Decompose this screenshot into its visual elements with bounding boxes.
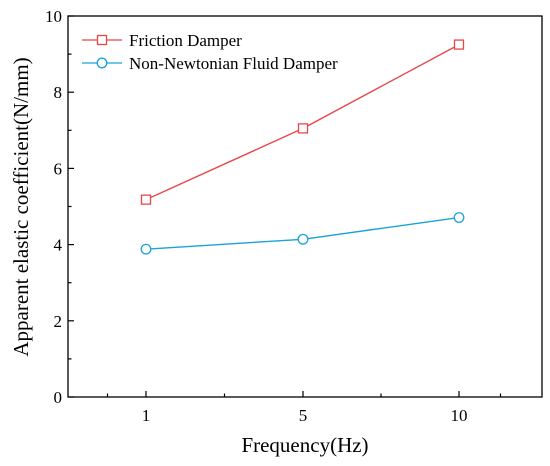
x-tick-label: 5 bbox=[299, 406, 308, 425]
legend-label-friction: Friction Damper bbox=[129, 31, 242, 50]
data-point-circle bbox=[140, 243, 152, 255]
legend-marker-friction bbox=[96, 34, 108, 46]
plot-frame bbox=[67, 15, 543, 398]
y-tick-label: 8 bbox=[54, 83, 63, 102]
y-axis-ticks: 0 2 4 6 8 10 bbox=[45, 7, 74, 407]
data-point-square bbox=[140, 194, 152, 205]
x-axis-title: Frequency(Hz) bbox=[241, 433, 368, 457]
y-tick-label: 10 bbox=[45, 7, 62, 26]
y-tick-label: 4 bbox=[54, 236, 63, 255]
legend-marker-fluid bbox=[96, 57, 108, 69]
x-tick-label: 10 bbox=[451, 406, 468, 425]
x-tick-label: 1 bbox=[142, 406, 151, 425]
legend: Friction Damper Non-Newtonian Fluid Damp… bbox=[82, 31, 338, 73]
y-tick-label: 0 bbox=[54, 388, 63, 407]
data-point-square bbox=[453, 39, 465, 50]
y-tick-label: 2 bbox=[54, 312, 63, 331]
data-point-circle bbox=[297, 233, 309, 245]
x-axis-ticks: 1 5 10 bbox=[106, 391, 502, 425]
y-tick-label: 6 bbox=[54, 159, 63, 178]
data-point-square bbox=[297, 123, 309, 134]
y-axis-title: Apparent elastic coefficient(N/mm) bbox=[9, 57, 33, 356]
legend-label-fluid: Non-Newtonian Fluid Damper bbox=[129, 54, 338, 73]
data-point-circle bbox=[453, 212, 465, 223]
series-layer bbox=[140, 39, 465, 255]
